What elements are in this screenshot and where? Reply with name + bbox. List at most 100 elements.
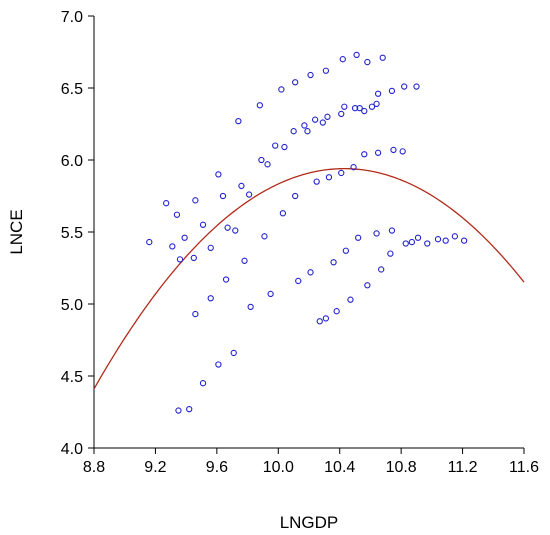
data-point [379,54,386,61]
data-point [341,103,348,110]
data-point [322,67,330,74]
data-point [222,276,230,283]
data-point [364,58,371,66]
data-point [163,200,170,207]
data-point [272,142,279,149]
y-tick-label: 5.0 [61,297,83,314]
data-point [181,234,188,241]
data-point [279,210,287,217]
data-point [215,171,222,178]
data-point [347,296,354,303]
data-point [399,148,406,155]
data-point [460,237,468,244]
x-tick-label: 9.6 [206,459,228,476]
plot-frame [93,16,524,449]
y-tick-label: 6.0 [61,153,83,170]
data-point [316,318,323,325]
data-point [361,151,368,158]
data-point [264,161,271,168]
data-point [295,277,302,285]
data-point [408,238,416,246]
data-point [387,250,394,257]
data-point [414,234,422,241]
data-point [342,247,350,254]
fitted-curve [93,168,525,390]
data-point [374,90,382,97]
data-point [322,315,330,322]
data-point [173,211,181,218]
data-point [207,295,214,302]
data-point [307,269,314,276]
data-point [325,174,333,181]
data-point [311,116,319,123]
data-point [353,51,360,59]
data-point [401,83,408,90]
data-point [232,227,239,234]
data-point [241,257,248,264]
data-point [338,169,345,177]
x-tick-label: 8.8 [83,459,105,476]
data-point [199,380,207,387]
x-tick-label: 10.8 [386,459,417,476]
x-axis-title: LNGDP [280,513,339,532]
data-point [354,234,362,241]
data-point [281,143,288,151]
x-tick-label: 11.6 [509,459,539,476]
data-point [388,227,396,234]
data-point [330,259,337,266]
y-tick-label: 6.5 [61,81,83,98]
data-point [368,103,376,110]
data-point [319,119,326,126]
data-point [175,407,182,414]
data-point [350,164,357,171]
x-tick-label: 11.2 [448,459,478,476]
x-axis-ticks: 8.8 9.2 9.6 10.0 10.4 10.8 11.2 11.6 [83,448,539,476]
x-tick-label: 9.2 [144,459,166,476]
data-point [176,256,184,263]
data-point [324,113,331,120]
data-point [442,237,449,244]
data-point [388,87,396,95]
data-point [339,56,346,63]
y-tick-label: 5.5 [61,225,83,242]
data-point [292,79,299,86]
y-tick-label: 7.0 [61,9,83,26]
data-point [402,240,409,247]
data-point [190,254,197,262]
y-axis-ticks: 4.0 4.5 5.0 5.5 6.0 6.5 7.0 [61,9,94,458]
data-point [338,110,345,118]
data-point [256,102,264,109]
data-point [278,86,285,93]
data-point [238,182,245,190]
data-point [199,221,207,228]
data-point [169,243,176,250]
data-point [434,236,442,243]
data-points [146,51,468,414]
x-tick-label: 10.0 [263,459,294,476]
data-point [364,282,371,289]
data-point [333,308,340,315]
data-point [235,117,242,125]
data-point [374,149,382,156]
data-point [313,178,320,185]
data-point [247,303,254,311]
data-point [290,128,297,135]
data-point [261,233,268,240]
data-point [307,71,314,79]
data-point [192,310,199,318]
data-point [451,233,459,240]
x-tick-label: 10.4 [324,459,355,476]
data-point [245,191,253,198]
data-point [192,197,199,204]
y-axis-title: LNCE [7,209,26,254]
data-point [373,230,380,237]
y-tick-label: 4.0 [61,441,83,458]
data-point [207,244,214,251]
data-point [186,405,193,413]
data-point [356,105,363,112]
data-point [424,240,431,247]
data-point [361,107,368,115]
data-point [292,192,299,200]
data-point [219,192,227,200]
data-point [304,128,311,135]
